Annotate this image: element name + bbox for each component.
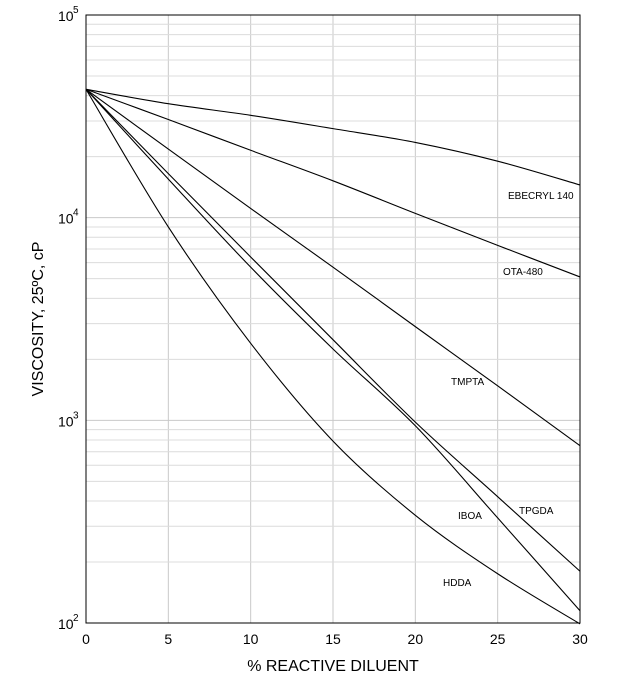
x-tick-label: 30 — [572, 631, 588, 647]
y-tick-label: 10 — [58, 616, 74, 632]
y-tick-exponent: 2 — [73, 613, 79, 624]
y-tick-label: 10 — [58, 413, 74, 429]
x-tick-label: 15 — [325, 631, 341, 647]
plot-frame — [85, 14, 581, 624]
y-axis-title: VISCOSITY, 25ºC, cP — [30, 242, 47, 397]
x-tick-label: 5 — [164, 631, 172, 647]
series-line-tpgda — [85, 88, 581, 572]
series-label-layer: EBECRYL 140 OTA-480 TMPTA TPGDA IBOA HDDA — [443, 191, 574, 589]
series-line-hdda — [85, 88, 581, 625]
y-tick-exponent: 5 — [73, 5, 79, 16]
x-tick-labels: 0 5 10 15 20 25 30 — [82, 631, 588, 647]
series-line-iboa — [85, 88, 581, 612]
y-tick-exponent: 4 — [73, 208, 79, 219]
x-tick-label: 20 — [408, 631, 424, 647]
y-tick-label: 10 — [58, 8, 74, 24]
x-tick-label: 10 — [243, 631, 259, 647]
series-label-tmpta: TMPTA — [451, 377, 484, 388]
y-tick-exponent: 3 — [73, 410, 79, 421]
x-tick-label: 25 — [490, 631, 506, 647]
series-label-ota-480: OTA-480 — [503, 267, 543, 278]
series-line-ota-480 — [85, 88, 581, 278]
grid-layer — [86, 15, 580, 623]
series-line-ebecryl-140 — [85, 88, 581, 186]
series-label-hdda: HDDA — [443, 578, 472, 589]
x-tick-label: 0 — [82, 631, 90, 647]
series-line-tmpta — [85, 88, 581, 447]
x-axis-title: % REACTIVE DILUENT — [247, 658, 419, 675]
series-label-tpgda: TPGDA — [519, 506, 554, 517]
series-layer — [85, 88, 581, 625]
series-label-iboa: IBOA — [458, 511, 482, 522]
series-label-ebecryl-140: EBECRYL 140 — [508, 191, 574, 202]
y-tick-label: 10 — [58, 211, 74, 227]
